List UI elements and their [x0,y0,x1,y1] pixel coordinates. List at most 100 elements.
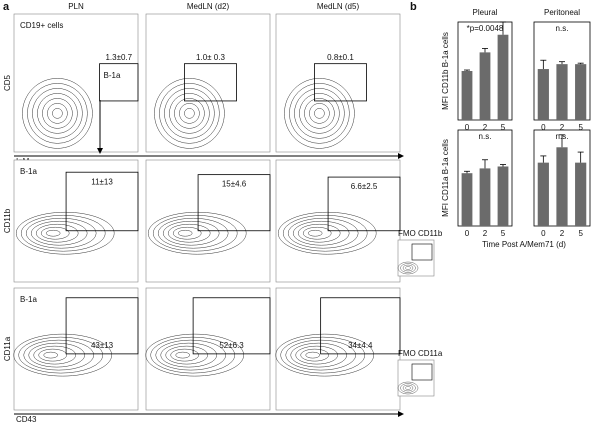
contour [402,264,414,272]
contour [35,223,79,243]
fmo-label: FMO CD11a [398,349,443,358]
contour [277,211,377,255]
contour [309,103,330,124]
gate-value: 52±6.3 [219,341,244,350]
contour [294,88,345,139]
contour [297,223,341,243]
y-axis-label: CD5 [3,74,12,91]
gate [184,63,237,102]
contour [13,333,112,377]
contour [23,339,94,371]
gate-value: 34±4.4 [348,341,373,350]
contour [165,345,208,365]
plot-frame [275,287,401,411]
contour [38,348,67,362]
contour [295,345,338,365]
fmo-gate [411,243,433,261]
contour [42,98,73,129]
gate-label: B-1a [104,71,121,80]
contour [307,229,323,237]
x-tick-label: 2 [483,229,488,238]
bar [575,64,587,120]
annotation: *p=0.0048 [467,24,504,33]
contour [160,342,217,368]
contour [179,103,200,124]
x-tick-label: 0 [465,123,470,132]
contour [402,384,414,392]
gate-value: 1.0± 0.3 [196,53,225,62]
gate [197,174,271,232]
gate-value: 15±4.6 [222,180,247,189]
contour [164,88,215,139]
panel-label: a [3,1,10,13]
contour [152,214,238,252]
contour [37,93,78,134]
arrow-head [97,148,103,154]
contour [397,381,419,395]
contour [400,263,416,273]
contour [282,214,368,252]
arrow-head [398,153,404,159]
contour [43,351,58,359]
bar [537,162,549,226]
fmo-plot [397,359,435,397]
column-header: PLN [68,2,84,11]
contour [177,229,193,237]
contour [175,351,190,359]
contour [52,108,63,119]
plot-frame [145,287,271,411]
gate [327,176,401,232]
contour [302,226,332,240]
contour [284,78,355,149]
x-tick-label: 2 [560,123,565,132]
bar [461,71,473,120]
gate [320,297,401,355]
x-tick-label: 0 [541,123,546,132]
x-tick-label: 5 [578,123,583,132]
plot-frame [13,13,139,153]
contour [47,103,68,124]
contour [145,333,244,377]
plot-frame [275,159,401,283]
bar [497,34,509,120]
gate [99,63,139,102]
x-axis-label: Time Post A/Mem71 (d) [482,240,566,249]
contour [154,78,225,149]
contour [280,336,365,374]
column-header: MedLN (d5) [317,2,360,11]
contour [45,229,61,237]
plot-frame [13,159,139,283]
contour [28,342,85,368]
contour [15,211,115,255]
contour [33,345,76,365]
gate [65,171,139,232]
contour [162,220,220,246]
x-tick-label: 5 [501,229,506,238]
gate-value: 11±13 [91,177,113,186]
annotation: n.s. [479,132,492,141]
bar [479,168,491,226]
annotation: n.s. [556,132,569,141]
chart-title: Peritoneal [544,8,580,17]
bar [556,64,568,120]
contour [147,211,247,255]
contour [275,333,374,377]
gate-value: 0.8±0.1 [327,53,354,62]
contour [30,220,88,246]
gate-value: 6.6±2.5 [351,182,378,191]
bar [575,162,587,226]
contour [169,93,210,134]
contour [400,383,416,393]
x-tick-label: 0 [541,229,546,238]
chart-title: Pleural [473,8,498,17]
bar [556,147,568,226]
column-header: MedLN (d2) [187,2,230,11]
x-tick-label: 0 [465,229,470,238]
contour [22,78,93,149]
contour [299,93,340,134]
bar [537,69,549,120]
x-tick-label: 5 [578,229,583,238]
contour [300,348,329,362]
bar [497,166,509,226]
contour [287,217,359,249]
